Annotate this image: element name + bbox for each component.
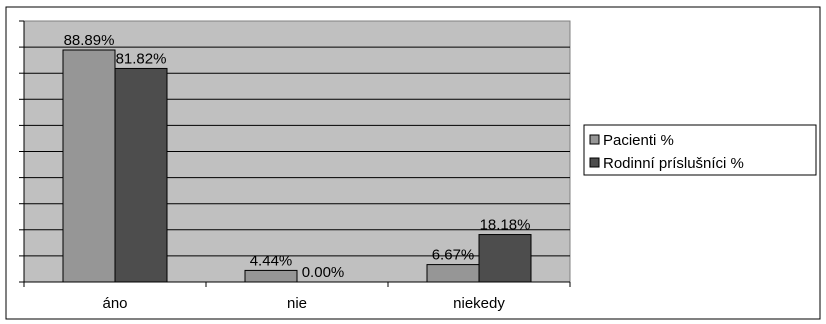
x-tick-labels: áno nie niekedy xyxy=(102,295,505,312)
bar-pacienti-1 xyxy=(244,269,298,283)
bar-pacienti-0 xyxy=(62,49,116,283)
data-label: 88.89% xyxy=(64,32,115,49)
data-label: 0.00% xyxy=(302,264,345,281)
legend-swatch-rodinni xyxy=(589,157,600,168)
legend: Pacienti % Rodinní príslušníci % xyxy=(583,124,817,176)
legend-label-pacienti: Pacienti % xyxy=(603,132,674,149)
bar-rodinni-2 xyxy=(478,234,532,283)
bar-pacienti-2 xyxy=(426,264,480,283)
data-label: 81.82% xyxy=(116,50,167,67)
x-tick-label: niekedy xyxy=(453,295,505,312)
data-label: 4.44% xyxy=(250,252,293,269)
x-tick-label: nie xyxy=(287,295,307,312)
bars xyxy=(62,49,532,283)
x-tick-label: áno xyxy=(102,295,127,312)
legend-box xyxy=(583,124,817,176)
data-labels: 88.89%81.82% 4.44% 0.00% 6.67% 18.18% xyxy=(64,32,531,281)
legend-label-rodinni: Rodinní príslušníci % xyxy=(603,155,744,172)
legend-swatch-pacienti xyxy=(589,134,600,145)
data-label: 18.18% xyxy=(480,217,531,234)
data-label: 6.67% xyxy=(432,247,475,264)
bar-rodinni-0 xyxy=(114,67,168,283)
